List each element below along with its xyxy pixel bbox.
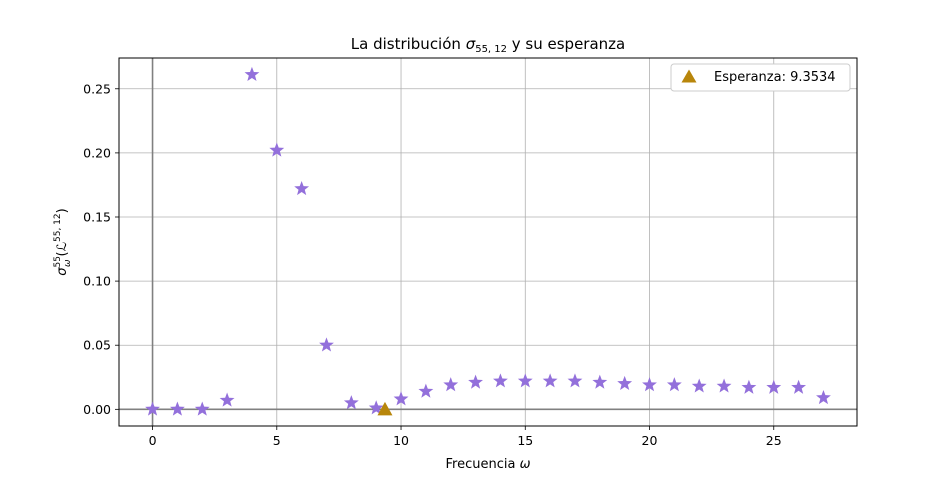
star-point [219,392,235,407]
star-point [791,379,807,394]
y-tick-label: 0.05 [83,338,111,353]
star-point [145,401,160,416]
x-tick-label: 10 [393,433,409,448]
star-point [642,377,657,392]
y-tick-label: 0.25 [83,81,111,96]
star-point [343,395,359,410]
y-tick-label: 0.20 [83,145,111,160]
star-point [169,401,185,416]
star-point [194,401,210,416]
x-tick-label: 25 [766,433,782,448]
x-axis-label: Frecuencia ω [446,457,531,472]
legend-box [670,63,851,92]
star-point [766,379,782,394]
star-point [418,383,434,398]
star-point [368,400,384,415]
axis-ticks: 0 5 10 15 20 25 0.00 0.05 0.10 0.15 0.20 0.25 [83,81,782,448]
star-point [294,180,310,196]
star-point [244,66,260,81]
x-tick-label: 0 [149,433,157,448]
x-tick-label: 20 [642,433,658,448]
y-tick-label: 0.00 [83,402,111,417]
star-point [741,379,757,394]
star-point [393,391,409,406]
star-point [666,377,682,392]
legend-label: Esperanza: 9.3534 [714,70,836,85]
x-tick-label: 15 [517,433,533,448]
star-point [443,377,459,392]
plot-frame [118,57,858,427]
expectation-triangle-point [377,401,393,416]
chart-title: La distribución σ55, 12 y su esperanza [351,35,626,55]
y-tick-label: 0.15 [83,209,111,224]
y-axis-label: σ55ω(ℒ55, 12) [53,208,73,275]
star-point [716,378,732,393]
star-point [517,373,533,388]
x-tick-label: 5 [273,433,281,448]
star-point [816,389,831,405]
y-tick-label: 0.10 [83,274,111,289]
star-point [468,374,483,389]
data-points [145,66,831,416]
star-point [691,378,707,393]
star-point [493,373,508,388]
star-point [319,337,334,352]
legend: Esperanza: 9.3534 [670,63,851,92]
star-point [567,373,583,388]
star-point [269,142,285,157]
star-point [592,374,608,389]
star-point [617,375,633,390]
reference-lines [119,58,857,426]
star-point [542,373,558,388]
legend-triangle-marker [681,69,697,83]
